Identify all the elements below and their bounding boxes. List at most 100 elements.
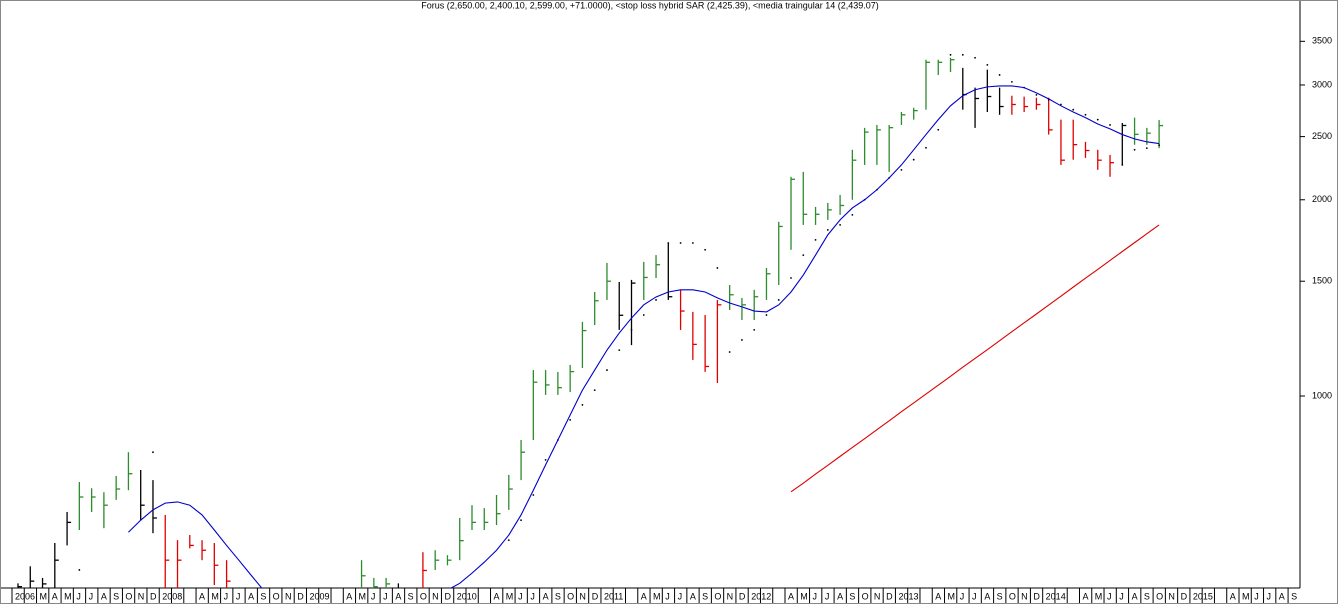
- x-tick-label: N: [874, 591, 881, 601]
- x-tick-label: O: [714, 591, 721, 601]
- x-tick-label: J: [89, 591, 94, 601]
- x-tick-label: S: [408, 591, 414, 601]
- x-tick-label: J: [825, 591, 830, 601]
- x-tick-label: O: [862, 591, 869, 601]
- x-tick-label: M: [1095, 591, 1103, 601]
- sar-dot: [569, 419, 572, 421]
- y-tick-label: 2000: [1312, 194, 1332, 204]
- x-tick-label: J: [665, 591, 670, 601]
- x-tick-label: O: [1156, 591, 1163, 601]
- x-tick-label: J: [383, 591, 388, 601]
- x-tick-label: D: [886, 591, 893, 601]
- sar-dot: [1010, 80, 1013, 83]
- sar-dot: [986, 64, 989, 66]
- x-tick-label: J: [1254, 591, 1259, 601]
- y-tick-label: 1500: [1312, 276, 1332, 286]
- x-tick-label: S: [997, 591, 1003, 601]
- chart-title: Forus (2,650.00, 2,400.10, 2,599.00, +71…: [421, 0, 879, 10]
- sar-dot: [593, 389, 596, 392]
- x-tick-label: A: [788, 591, 794, 601]
- sar-dot: [949, 53, 952, 56]
- sar-dot: [728, 351, 731, 353]
- x-tick-label: J: [678, 591, 683, 601]
- x-tick-label: J: [371, 591, 376, 601]
- x-tick-label: J: [813, 591, 818, 601]
- sar-dot: [777, 299, 780, 301]
- x-tick-label: A: [690, 591, 696, 601]
- sar-dot: [998, 74, 1001, 76]
- sar-dot: [839, 224, 841, 226]
- x-tick-label: M: [506, 591, 514, 601]
- x-tick-label: A: [199, 591, 205, 601]
- x-tick-label: A: [494, 591, 500, 601]
- sar-dot: [753, 329, 756, 331]
- sar-dot: [765, 314, 768, 316]
- x-tick-label: S: [260, 591, 266, 601]
- sar-dot: [1035, 93, 1038, 96]
- y-tick-label: 3000: [1312, 79, 1332, 89]
- x-tick-label: A: [346, 591, 352, 601]
- x-tick-label: D: [592, 591, 599, 601]
- sar-dot: [1096, 118, 1099, 121]
- sar-dot: [618, 349, 621, 352]
- x-tick-label: D: [297, 591, 304, 601]
- x-tick-label: A: [1082, 591, 1088, 601]
- sar-dot: [961, 53, 964, 56]
- x-tick-label: J: [1119, 591, 1124, 601]
- x-tick-label: J: [1107, 591, 1112, 601]
- x-tick-label: S: [1291, 591, 1297, 601]
- sar-dot: [814, 238, 817, 241]
- x-tick-label: S: [555, 591, 561, 601]
- x-tick-label: M: [653, 591, 661, 601]
- y-tick-label: 3500: [1312, 36, 1332, 46]
- sar-dot: [826, 229, 829, 231]
- x-tick-label: A: [1279, 591, 1285, 601]
- x-tick-label: D: [1033, 591, 1040, 601]
- x-tick-label: M: [1242, 591, 1250, 601]
- x-tick-label: J: [76, 591, 81, 601]
- sar-dot: [900, 168, 903, 171]
- x-tick-label: 2013: [898, 591, 918, 601]
- x-tick-label: M: [64, 591, 72, 601]
- x-tick-label: N: [727, 591, 734, 601]
- sar-dot: [1072, 108, 1075, 111]
- x-tick-label: J: [518, 591, 523, 601]
- sar-dot: [1109, 124, 1111, 126]
- sar-dot: [581, 404, 584, 406]
- x-tick-label: A: [1132, 591, 1138, 601]
- sar-dot: [532, 494, 535, 496]
- x-tick-label: A: [837, 591, 843, 601]
- sar-dot: [974, 56, 976, 59]
- sar-dot: [655, 299, 657, 301]
- sar-dot: [925, 146, 927, 149]
- x-tick-label: A: [543, 591, 549, 601]
- x-tick-label: 2014: [1046, 591, 1066, 601]
- x-tick-label: N: [285, 591, 292, 601]
- sar-dot: [691, 242, 694, 244]
- x-tick-label: N: [579, 591, 586, 601]
- x-tick-label: O: [125, 591, 132, 601]
- sar-dot: [851, 213, 854, 216]
- x-tick-label: 2008: [162, 591, 182, 601]
- sar-dot: [716, 267, 719, 269]
- x-tick-label: S: [113, 591, 119, 601]
- x-tick-label: N: [1168, 591, 1175, 601]
- sar-dot: [802, 254, 805, 256]
- x-tick-label: D: [444, 591, 451, 601]
- sar-dot: [937, 128, 940, 131]
- sar-dot: [78, 569, 81, 571]
- sar-dot: [507, 539, 510, 542]
- sar-dot: [544, 459, 547, 461]
- x-tick-label: 2006: [15, 591, 35, 601]
- x-tick-label: 2015: [1193, 591, 1213, 601]
- x-tick-label: J: [972, 591, 977, 601]
- x-tick-label: A: [984, 591, 990, 601]
- x-tick-label: J: [1267, 591, 1272, 601]
- sar-dot: [1145, 147, 1148, 150]
- x-tick-label: N: [432, 591, 439, 601]
- x-tick-label: A: [248, 591, 254, 601]
- x-tick-label: O: [1009, 591, 1016, 601]
- sar-dot: [520, 519, 522, 522]
